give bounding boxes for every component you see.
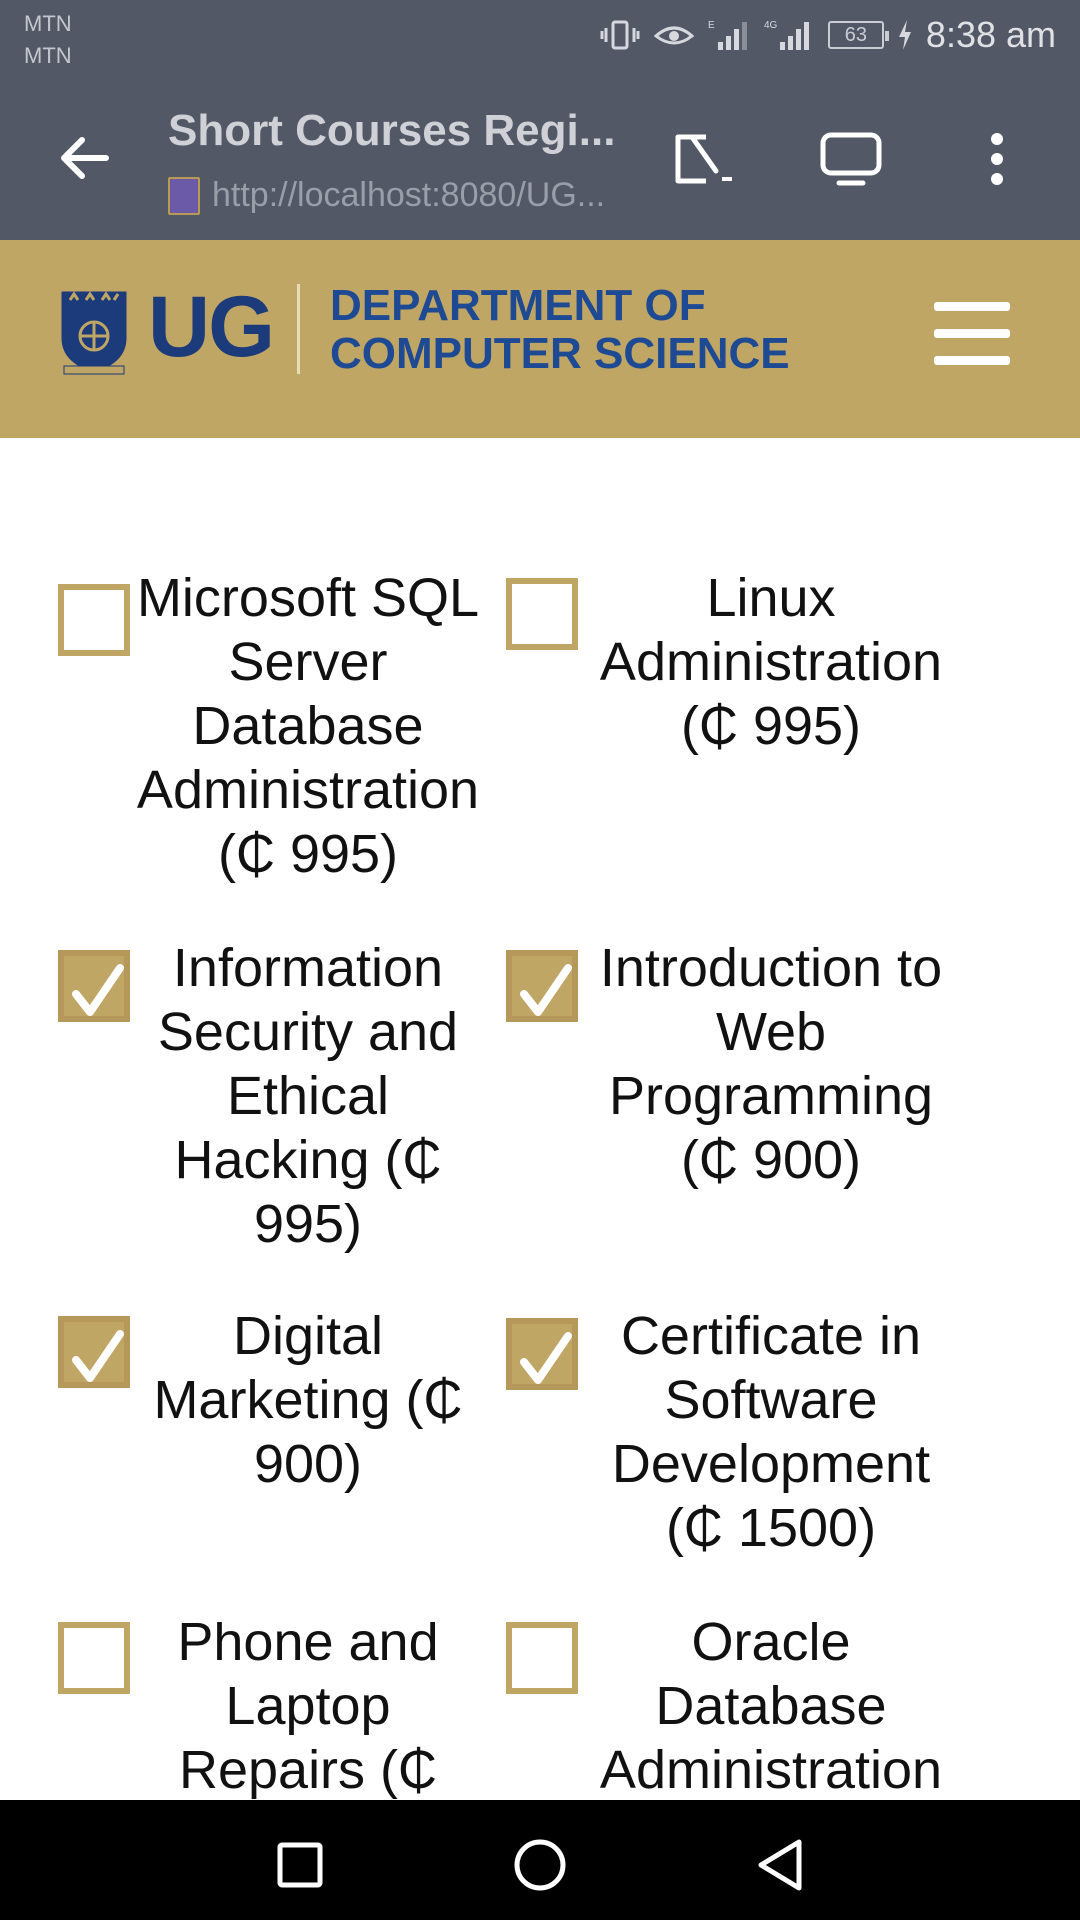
course-item-mssql[interactable]: Microsoft SQL Server Database Administra… [58, 568, 498, 902]
charging-icon [898, 20, 912, 50]
course-label: Information Security and Ethical Hacking… [157, 938, 459, 1254]
university-crest-icon [58, 288, 130, 376]
course-label: Linux Administration (₵ 995) [599, 568, 943, 756]
carrier-1: MTN [24, 11, 72, 36]
url-text: http://localhost:8080/UG... [212, 176, 606, 214]
department-name: DEPARTMENT OF COMPUTER SCIENCE [330, 282, 790, 378]
screen-icon [820, 132, 882, 186]
header-divider [297, 284, 300, 374]
course-checkbox-checked[interactable] [58, 1316, 130, 1388]
clock: 8:38 am [925, 14, 1056, 55]
course-label: Phone and Laptop Repairs (₵ [177, 1622, 439, 1800]
more-vertical-icon [991, 133, 1003, 185]
course-label: Digital Marketing (₵ 900) [153, 1306, 463, 1494]
course-item-digital-marketing[interactable]: Digital Marketing (₵ 900) [58, 1306, 498, 1516]
course-item-oracle-dba[interactable]: Oracle Database Administration [506, 1622, 976, 1800]
status-icons: E 4G 63 8:38 am [600, 14, 1056, 56]
course-checkbox-checked[interactable] [506, 1318, 578, 1390]
more-menu-button[interactable] [962, 124, 1032, 194]
department-line-2: COMPUTER SCIENCE [330, 329, 790, 378]
course-checkbox-checked[interactable] [506, 950, 578, 1022]
course-checkbox[interactable] [58, 1622, 130, 1694]
back-nav-button[interactable] [745, 1830, 815, 1900]
add-to-homescreen-button[interactable] [670, 124, 740, 194]
course-label: Oracle Database Administration [599, 1622, 943, 1800]
course-checkbox[interactable] [506, 578, 578, 650]
signal-4g-icon: 4G [764, 18, 814, 52]
url-bar[interactable]: http://localhost:8080/UG... [168, 176, 628, 215]
logo-text: UG [148, 279, 275, 375]
eye-comfort-icon [653, 20, 694, 50]
browser-toolbar: Short Courses Regi... http://localhost:8… [0, 76, 1080, 240]
course-label: Introduction to Web Programming (₵ 900) [599, 938, 943, 1190]
course-item-phone-laptop-repairs[interactable]: Phone and Laptop Repairs (₵ [58, 1622, 498, 1800]
back-button[interactable] [54, 128, 114, 188]
vibrate-icon [600, 19, 640, 51]
svg-text:4G: 4G [764, 20, 778, 31]
site-favicon-icon [168, 176, 200, 215]
course-label: Certificate in Software Development (₵ 1… [611, 1306, 931, 1558]
checkmark-icon [72, 964, 124, 1016]
course-item-software-development[interactable]: Certificate in Software Development (₵ 1… [506, 1306, 976, 1578]
svg-text:E: E [708, 20, 715, 31]
site-header: UG DEPARTMENT OF COMPUTER SCIENCE [0, 240, 1080, 438]
department-line-1: DEPARTMENT OF [330, 281, 706, 330]
tabs-button[interactable] [816, 124, 886, 194]
signal-e-icon: E [708, 18, 750, 52]
menu-bar-bottom [934, 356, 1010, 365]
menu-bar-middle [934, 329, 1010, 338]
course-checkbox[interactable] [506, 1622, 578, 1694]
course-checkbox[interactable] [58, 584, 130, 656]
system-nav-bar [0, 1800, 1080, 1920]
carrier-2: MTN [24, 43, 72, 68]
checkmark-icon [520, 1332, 572, 1384]
battery-level: 63 [844, 23, 868, 46]
course-checkbox-checked[interactable] [58, 950, 130, 1022]
checkmark-icon [520, 964, 572, 1016]
hamburger-menu-button[interactable] [934, 302, 1010, 366]
course-label: Microsoft SQL Server Database Administra… [136, 568, 480, 884]
recent-apps-button[interactable] [265, 1830, 335, 1900]
battery-icon: 63 [827, 21, 889, 49]
menu-bar-top [934, 302, 1010, 311]
triangle-back-icon [758, 1839, 802, 1891]
status-bar: MTN MTN E 4G 63 8:38 am [0, 0, 1080, 76]
circle-icon [514, 1839, 566, 1891]
page-title[interactable]: Short Courses Regi... [168, 106, 616, 155]
course-item-linux[interactable]: Linux Administration (₵ 995) [506, 568, 976, 778]
course-item-infosec[interactable]: Information Security and Ethical Hacking… [58, 938, 498, 1270]
checkmark-icon [72, 1330, 124, 1382]
home-button[interactable] [505, 1830, 575, 1900]
square-icon [277, 1842, 323, 1888]
arrow-left-icon [61, 137, 109, 179]
open-external-icon [675, 134, 732, 184]
course-item-web-programming[interactable]: Introduction to Web Programming (₵ 900) [506, 938, 976, 1210]
carrier-labels: MTN MTN [24, 8, 72, 72]
